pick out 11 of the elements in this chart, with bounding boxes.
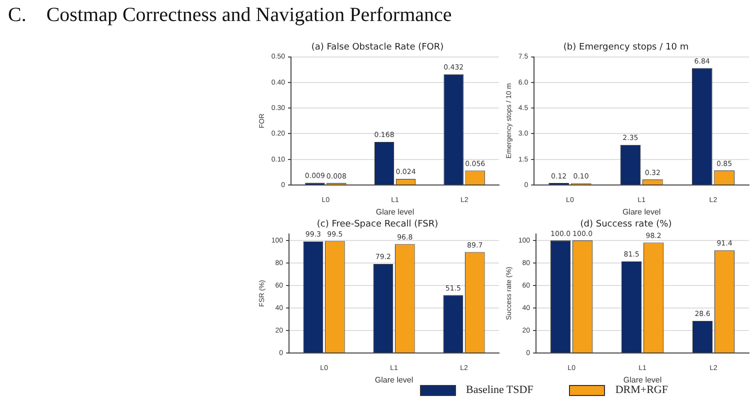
legend-label: DRM+RGF	[615, 384, 668, 396]
chart-title: (d) Success rate (%)	[580, 220, 672, 230]
chart-title: (a) False Obstacle Rate (FOR)	[311, 42, 444, 53]
x-axis-title: Glare level	[622, 207, 661, 216]
chart-title: (c) Free-Space Recall (FSR)	[316, 220, 438, 230]
chart-title: (b) Emergency stops / 10 m	[563, 42, 689, 53]
text: C. Costmap Correctness and Navigation Performance	[8, 4, 452, 27]
x-axis-title: Glare level	[623, 375, 662, 384]
legend-label: Baseline TSDF	[466, 384, 534, 396]
x-axis-title: Glare level	[376, 207, 414, 216]
x-axis-title: Glare level	[374, 375, 414, 384]
